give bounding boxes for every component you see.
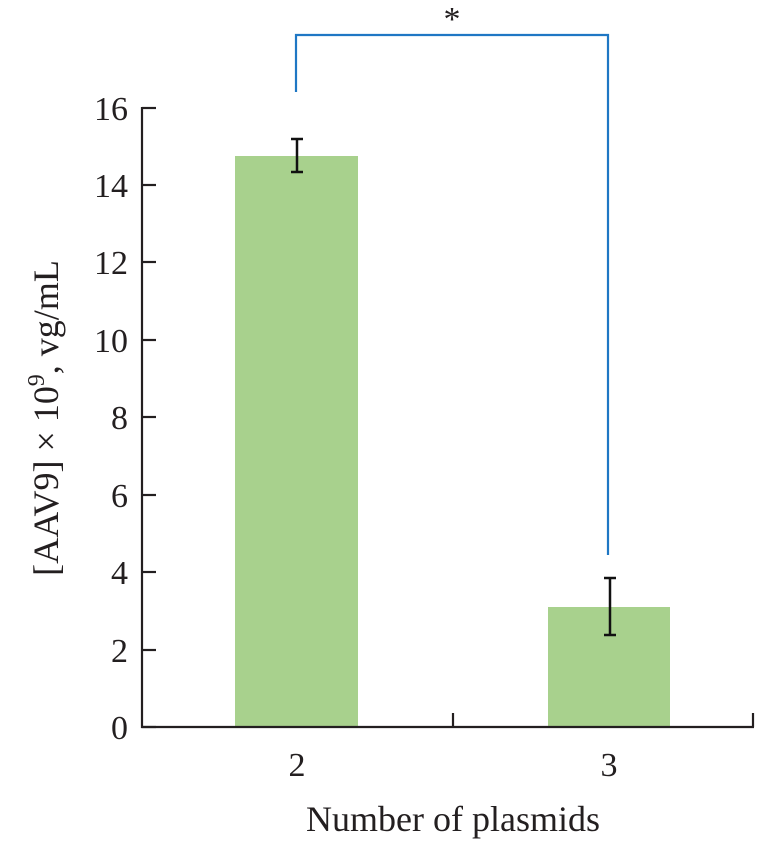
bar-2-plasmids (235, 156, 358, 727)
y-tick-labels: 0 2 4 6 8 10 12 14 16 (94, 91, 128, 747)
svg-text:10: 10 (94, 323, 128, 360)
svg-text:16: 16 (94, 91, 128, 128)
svg-text:6: 6 (111, 478, 128, 515)
svg-text:12: 12 (94, 245, 128, 282)
significance-star: * (444, 1, 461, 38)
error-bar-3-plasmids (604, 576, 616, 637)
y-axis (140, 106, 156, 729)
error-bar-2-plasmids (291, 137, 303, 174)
svg-text:0: 0 (111, 710, 128, 747)
y-axis-title: [AAV9] × 109, vg/mL (24, 260, 66, 576)
svg-text:2: 2 (111, 633, 128, 670)
svg-text:14: 14 (94, 168, 128, 205)
significance-bracket (294, 33, 610, 555)
svg-text:3: 3 (601, 747, 618, 784)
svg-text:4: 4 (111, 555, 128, 592)
x-axis (141, 713, 755, 729)
x-tick-labels: 2 3 (289, 747, 618, 784)
x-axis-title: Number of plasmids (306, 799, 600, 839)
svg-text:8: 8 (111, 400, 128, 437)
svg-text:2: 2 (289, 747, 306, 784)
